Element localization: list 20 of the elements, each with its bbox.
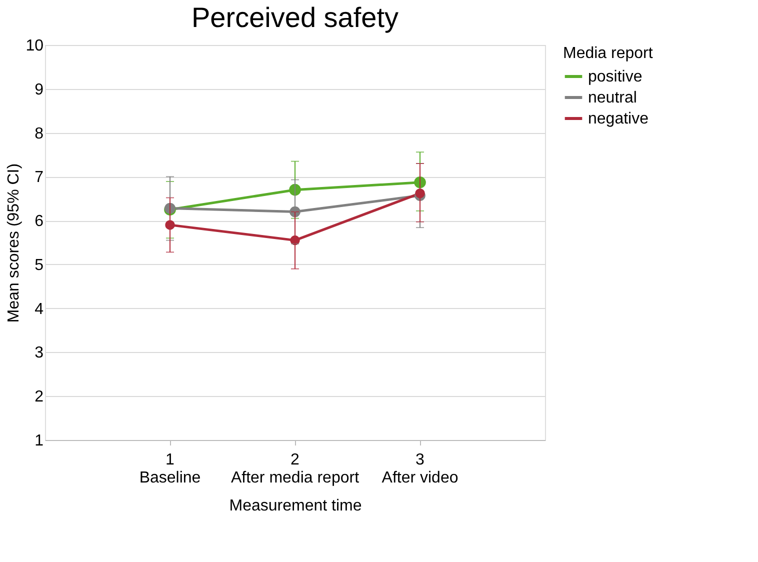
y-tick-label: 4 (34, 300, 44, 318)
legend-title: Media report (563, 45, 654, 62)
chart-title: Perceived safety (192, 2, 398, 33)
y-tick-label: 7 (34, 169, 44, 186)
x-tick-label: 3 After video (382, 452, 458, 486)
y-tick-label: 8 (34, 125, 44, 142)
x-axis-title: Measurement time (229, 498, 362, 514)
y-tick-label: 2 (34, 388, 44, 406)
x-tick-label: 1 Baseline (139, 452, 201, 486)
y-tick-label: 1 (34, 432, 44, 450)
y-tick-label: 6 (34, 213, 44, 230)
x-tick-label: 2 After media report (230, 452, 360, 486)
y-tick-label: 5 (34, 256, 44, 274)
y-axis-title: Mean scores (95% CI) (6, 163, 23, 323)
legend-label: negative (588, 110, 649, 128)
y-tick-label: 3 (34, 344, 44, 362)
y-tick-label: 9 (34, 81, 44, 98)
legend-label: neutral (588, 90, 637, 106)
legend-label: positive (588, 68, 642, 86)
y-tick-label: 10 (26, 38, 44, 54)
